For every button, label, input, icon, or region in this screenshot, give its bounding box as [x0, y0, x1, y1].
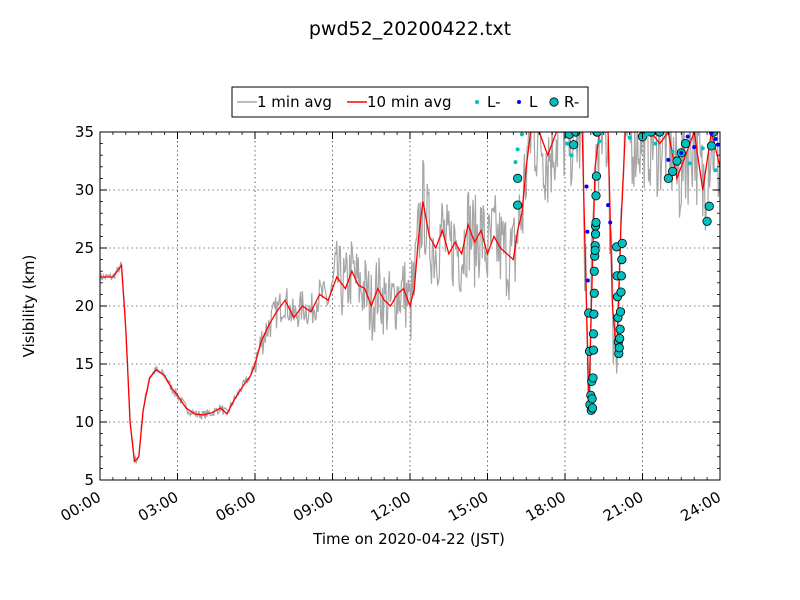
r-minus-point	[668, 166, 678, 177]
l-point	[685, 134, 690, 139]
r-minus-point	[591, 191, 601, 201]
legend-swatch-l	[517, 100, 521, 104]
y-tick-label: 30	[75, 181, 94, 199]
l-minus-point	[597, 139, 602, 144]
l-point	[666, 157, 671, 162]
r-minus-point	[590, 245, 600, 255]
x-tick-label: 24:00	[678, 488, 724, 525]
x-tick-label: 06:00	[213, 488, 259, 525]
x-tick-label: 03:00	[135, 488, 181, 525]
r-minus-point	[588, 329, 599, 339]
r-minus-point	[587, 403, 598, 413]
r-minus-point	[589, 288, 599, 298]
legend-label-l-minus: L-	[487, 93, 501, 111]
r-minus-point	[569, 140, 579, 150]
y-tick-label: 35	[75, 123, 94, 141]
legend-swatch-l-minus	[475, 100, 479, 104]
x-axis-label: Time on 2020-04-22 (JST)	[312, 530, 505, 548]
l-minus-point	[565, 141, 570, 146]
legend-label-ten-min: 10 min avg	[367, 93, 452, 111]
r-minus-point	[591, 217, 601, 228]
r-minus-point	[617, 238, 627, 248]
l-minus-point	[687, 161, 692, 166]
y-axis-label: Visibility (km)	[20, 255, 38, 358]
x-tick-label: 15:00	[445, 488, 491, 525]
r-minus-point	[704, 201, 714, 211]
axes: 00:00 03:00 06:00 09:00 12:00 15:00 18:00 21:00…	[58, 123, 724, 525]
chart-title: pwd52_20200422.txt	[308, 18, 512, 40]
l-point	[709, 132, 714, 136]
legend-label-one-min: 1 min avg	[257, 93, 332, 111]
legend-label-r-minus: R-	[564, 93, 579, 111]
x-tick-label: 09:00	[290, 488, 336, 525]
r-minus-point	[680, 139, 691, 149]
l-minus-point	[700, 146, 705, 151]
r-minus-point	[702, 216, 712, 226]
r-minus-point	[663, 173, 673, 183]
l-point	[608, 220, 613, 225]
ten-min-avg-line	[100, 132, 720, 463]
l-minus-point	[644, 132, 649, 137]
l-minus-point	[519, 132, 524, 137]
legend-swatch-r-minus	[549, 97, 559, 107]
r-minus-point	[706, 141, 716, 151]
l-point	[606, 203, 611, 208]
x-tick-label: 00:00	[58, 488, 104, 525]
legend-label-l: L	[529, 93, 538, 111]
l-minus-point	[513, 160, 518, 165]
l-point	[713, 136, 718, 141]
l-minus-point	[653, 141, 658, 146]
x-tick-label: 21:00	[600, 488, 646, 525]
r-minus-point	[672, 156, 682, 166]
x-tick-label: 12:00	[368, 488, 414, 525]
r-minus-point	[591, 171, 602, 181]
r-minus-point	[513, 200, 523, 210]
l-minus-point	[627, 135, 632, 140]
l-point	[679, 150, 684, 155]
r-minus-point	[616, 287, 626, 297]
x-tick-label: 18:00	[523, 488, 569, 525]
r-minus-point	[615, 307, 626, 317]
l-minus-point	[515, 147, 520, 152]
r-minus-point	[589, 309, 599, 319]
l-point	[692, 145, 697, 150]
y-tick-label: 25	[75, 239, 94, 257]
legend: 1 min avg 10 min avg L- L R-	[231, 86, 589, 118]
r-minus-point	[589, 266, 599, 276]
r-minus-point	[590, 229, 601, 239]
y-tick-label: 5	[84, 471, 94, 489]
l-minus-point	[670, 149, 675, 154]
one-min-avg-line	[100, 132, 720, 465]
r-minus-point	[614, 343, 624, 353]
l-minus-point	[569, 153, 574, 158]
r-minus-point	[587, 394, 597, 404]
y-tick-label: 20	[75, 297, 94, 315]
l-point	[585, 229, 590, 234]
y-tick-label: 10	[75, 413, 94, 431]
r-minus-point	[588, 373, 598, 383]
r-minus-point	[615, 324, 625, 334]
r-minus-point	[617, 255, 627, 265]
r-minus-point	[615, 333, 625, 344]
r-minus-point	[588, 345, 599, 355]
r-minus-point	[513, 173, 523, 183]
l-point	[585, 278, 590, 283]
y-tick-label: 15	[75, 355, 94, 373]
r-minus-point	[616, 271, 627, 281]
l-point	[584, 184, 589, 189]
series-layer	[100, 132, 720, 465]
legend-box	[231, 86, 589, 118]
l-minus-point	[713, 168, 718, 173]
